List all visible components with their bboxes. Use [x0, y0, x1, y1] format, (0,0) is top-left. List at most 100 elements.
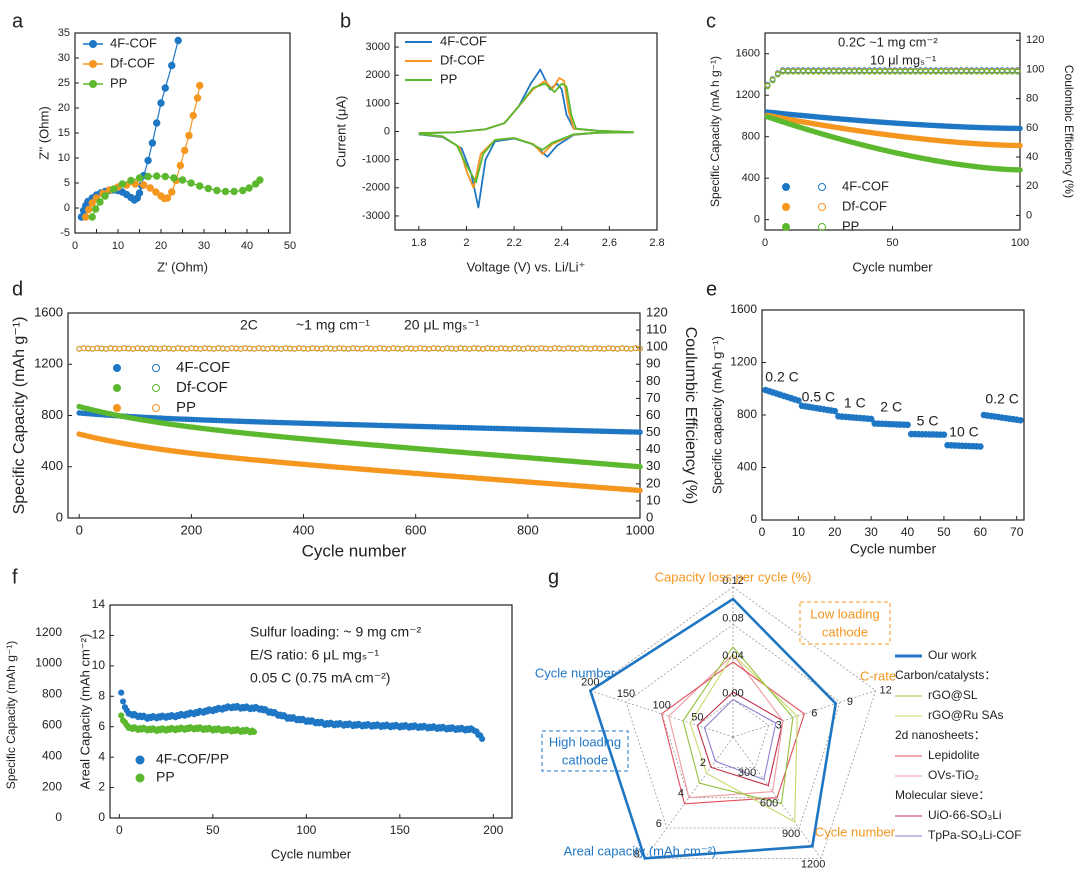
- y-left-axis-label: Specific Capacity (mAh g⁻¹): [4, 641, 18, 789]
- data-point: [157, 99, 165, 107]
- areal-point: [478, 735, 486, 742]
- data-point: [127, 176, 135, 185]
- legend-marker: [818, 183, 826, 191]
- x-axis-label: Cycle number: [852, 259, 933, 274]
- x-tick-label: 0: [116, 823, 123, 837]
- data-point: [176, 161, 185, 170]
- data-point: [82, 213, 90, 221]
- radar-tick: 0.08: [722, 612, 743, 624]
- x-tick-label: 40: [241, 240, 253, 252]
- radar-tick: 4: [678, 788, 684, 800]
- x-tick-label: 0: [76, 522, 83, 537]
- legend-label: UiO-66-SO₃Li: [928, 808, 1002, 822]
- rate-label: 1 C: [844, 395, 866, 411]
- data-point: [88, 199, 96, 207]
- y2-tick-label: 80: [646, 373, 660, 388]
- annotation-text: 0.2C ~1 mg cm⁻²: [838, 34, 938, 49]
- x-tick-label: 0: [759, 525, 766, 539]
- radar-series: [703, 698, 777, 781]
- legend-label: Df-COF: [176, 379, 228, 396]
- x-axis-label: Z' (Ohm): [157, 259, 208, 274]
- panel-f-frame: [109, 604, 513, 819]
- y-tick-label: 400: [737, 460, 757, 474]
- rate-label: 2 C: [880, 399, 902, 415]
- annotation-text: 10 μl mgₛ⁻¹: [870, 52, 937, 67]
- radar-tick: 1200: [801, 858, 825, 870]
- y2-tick-label: 0: [1026, 209, 1032, 221]
- x-axis-label: Cycle number: [302, 541, 407, 560]
- rate-label: 10 C: [949, 424, 979, 440]
- rate-label: 0.2 C: [765, 369, 798, 385]
- x-tick-label: 800: [517, 522, 539, 537]
- radar-tick: 200: [581, 677, 599, 689]
- legend-marker: [782, 203, 790, 211]
- y-tick-label: 0: [384, 125, 390, 137]
- y-tick-label: 1600: [730, 302, 757, 316]
- rate-label: 0.2 C: [985, 391, 1018, 407]
- rate-point: [977, 443, 984, 450]
- x-tick-label: 20: [828, 525, 842, 539]
- y2-tick-label: 20: [646, 475, 660, 490]
- panel-letter: g: [548, 566, 559, 588]
- y2-tick-label: 40: [646, 441, 660, 456]
- radar-tick: 0.12: [722, 575, 743, 587]
- data-point: [185, 131, 193, 140]
- y-tick-label: 35: [58, 27, 70, 39]
- data-point: [230, 187, 238, 196]
- y-tick-label: 20: [58, 102, 70, 114]
- y2-tick-label: 50: [646, 424, 660, 439]
- y-tick-label: 5: [64, 177, 70, 189]
- data-point: [239, 186, 247, 195]
- rate-point: [831, 407, 839, 415]
- x-tick-label: 2.8: [649, 237, 664, 249]
- x-tick-label: 10: [792, 525, 806, 539]
- y-tick-label: 800: [41, 407, 63, 422]
- y-tick-label: 30: [58, 52, 70, 64]
- y-left-tick-label: 0: [55, 810, 62, 824]
- annotation-text: 2C: [240, 317, 258, 333]
- y-tick-label: 0: [98, 810, 105, 824]
- x-tick-label: 30: [198, 240, 210, 252]
- data-point: [101, 192, 109, 200]
- x-tick-label: 150: [390, 823, 410, 837]
- data-point: [193, 94, 202, 102]
- capacity-point: [1017, 125, 1023, 132]
- ce-point: [774, 71, 781, 78]
- y-tick-label: 10: [58, 152, 70, 164]
- legend-label: PP: [156, 769, 175, 785]
- y2-tick-label: 90: [646, 356, 660, 371]
- data-point: [168, 188, 176, 196]
- y-axis-label: Current (μA): [333, 96, 348, 168]
- legend-label: Df-COF: [110, 55, 155, 70]
- panel-letter: f: [12, 566, 18, 588]
- data-point: [153, 172, 161, 180]
- legend-label: Lepidolite: [928, 748, 980, 762]
- data-point: [187, 179, 195, 187]
- radar-spoke: [732, 736, 822, 859]
- legend-marker: [818, 203, 826, 211]
- y-tick-label: -3000: [362, 210, 390, 222]
- areal-point: [250, 728, 258, 735]
- panel-letter: a: [12, 10, 24, 32]
- data-point: [144, 172, 152, 181]
- radar-spoke: [732, 690, 876, 738]
- legend-label: Df-COF: [440, 52, 485, 67]
- y-axis-label: Specific Capacity (mA h g⁻¹): [708, 56, 722, 207]
- data-point: [221, 187, 230, 196]
- x-tick-label: 40: [901, 525, 915, 539]
- data-point: [152, 188, 160, 196]
- radar-tick: 8: [634, 848, 640, 860]
- rate-point: [867, 415, 875, 423]
- y-tick-label: 400: [742, 172, 760, 184]
- annotation-text: 0.05 C (0.75 mA cm⁻²): [250, 670, 390, 686]
- legend-marker: [89, 80, 97, 88]
- y-left-tick-label: 600: [42, 718, 62, 732]
- data-point: [196, 81, 204, 90]
- data-point: [161, 84, 170, 92]
- y-tick-label: 15: [58, 127, 70, 139]
- x-tick-label: 2.6: [602, 237, 617, 249]
- legend-marker: [135, 773, 145, 783]
- legend-marker: [89, 60, 97, 68]
- radar-tick: 100: [652, 700, 670, 712]
- y-tick-label: 1200: [730, 355, 757, 369]
